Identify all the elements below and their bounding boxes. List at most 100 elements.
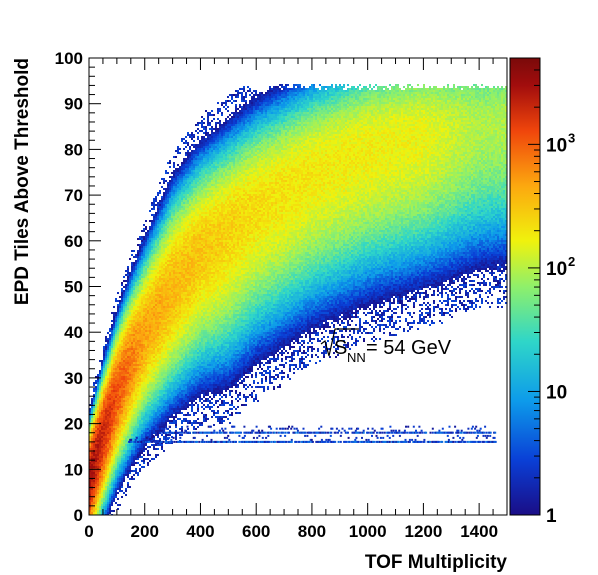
heatmap-cell bbox=[181, 312, 183, 314]
heatmap-cell bbox=[179, 322, 181, 324]
heatmap-cell bbox=[169, 338, 171, 340]
heatmap-cell bbox=[145, 338, 147, 340]
heatmap-cell bbox=[179, 402, 181, 404]
heatmap-cell bbox=[149, 416, 151, 418]
heatmap-cell bbox=[131, 406, 133, 408]
heatmap-cell bbox=[145, 358, 147, 360]
heatmap-cell bbox=[105, 416, 107, 418]
heatmap-cell bbox=[163, 410, 165, 412]
heatmap-cell bbox=[133, 302, 135, 304]
heatmap-cell bbox=[165, 336, 167, 338]
heatmap-cell bbox=[105, 442, 107, 444]
heatmap-cell bbox=[119, 464, 121, 466]
heatmap-cell bbox=[157, 436, 159, 438]
heatmap-cell bbox=[141, 428, 143, 430]
heatmap-cell bbox=[181, 370, 183, 372]
heatmap-cell bbox=[147, 380, 149, 382]
heatmap-cell bbox=[155, 318, 157, 320]
heatmap-cells bbox=[89, 84, 507, 515]
heatmap-cell bbox=[165, 356, 167, 358]
heatmap-cell bbox=[113, 330, 115, 332]
heatmap-cell bbox=[145, 318, 147, 320]
heatmap-cell bbox=[141, 240, 143, 242]
heatmap-cell bbox=[121, 444, 123, 446]
heatmap-cell bbox=[159, 360, 161, 362]
heatmap-cell bbox=[151, 398, 153, 400]
heatmap-cell bbox=[181, 364, 183, 366]
heatmap-cell bbox=[161, 260, 163, 262]
heatmap-cell bbox=[151, 312, 153, 314]
heatmap-cell bbox=[133, 400, 135, 402]
heatmap-cell bbox=[165, 368, 167, 370]
heatmap-cell bbox=[89, 492, 91, 494]
heatmap-cell bbox=[159, 370, 161, 372]
heatmap-cell bbox=[135, 290, 137, 292]
heatmap-cell bbox=[159, 412, 161, 414]
heatmap-cell bbox=[143, 362, 145, 364]
heatmap-cell bbox=[105, 350, 107, 352]
heatmap-cell bbox=[109, 418, 111, 420]
heatmap-cell bbox=[153, 408, 155, 410]
heatmap-cell bbox=[147, 392, 149, 394]
heatmap-cell bbox=[147, 340, 149, 342]
heatmap-cell bbox=[151, 276, 153, 278]
heatmap-cell bbox=[91, 420, 93, 422]
heatmap-cell bbox=[137, 254, 139, 256]
heatmap-cell bbox=[177, 266, 179, 268]
heatmap-cell bbox=[139, 452, 141, 454]
heatmap-cell bbox=[177, 356, 179, 358]
heatmap-cell bbox=[155, 342, 157, 344]
heatmap-cell bbox=[127, 288, 129, 290]
heatmap-cell bbox=[159, 382, 161, 384]
heatmap-cell bbox=[165, 296, 167, 298]
heatmap-cell bbox=[105, 448, 107, 450]
heatmap-cell bbox=[127, 444, 129, 446]
heatmap-cell bbox=[139, 342, 141, 344]
heatmap-cell bbox=[93, 448, 95, 450]
heatmap-cell bbox=[111, 502, 113, 504]
heatmap-cell bbox=[109, 408, 111, 410]
heatmap-cell bbox=[173, 280, 175, 282]
heatmap-cell bbox=[181, 294, 183, 296]
heatmap-cell bbox=[135, 414, 137, 416]
heatmap-cell bbox=[133, 416, 135, 418]
heatmap-cell bbox=[177, 252, 179, 254]
heatmap-cell bbox=[141, 262, 143, 264]
heatmap-cell bbox=[161, 408, 163, 410]
heatmap-cell bbox=[111, 324, 113, 326]
heatmap-cell bbox=[181, 314, 183, 316]
heatmap-cell bbox=[181, 194, 183, 196]
heatmap-cell bbox=[169, 182, 171, 184]
heatmap-cell bbox=[175, 326, 177, 328]
heatmap-cell bbox=[121, 478, 123, 480]
heatmap-cell bbox=[133, 362, 135, 364]
heatmap-cell bbox=[139, 256, 141, 258]
heatmap-cell bbox=[155, 266, 157, 268]
heatmap-cell bbox=[93, 410, 95, 412]
heatmap-cell bbox=[155, 380, 157, 382]
heatmap-cell bbox=[145, 362, 147, 364]
heatmap-cell bbox=[159, 422, 161, 424]
heatmap-cell bbox=[119, 316, 121, 318]
heatmap-cell bbox=[139, 302, 141, 304]
heatmap-cell bbox=[143, 282, 145, 284]
heatmap-cell bbox=[89, 464, 91, 466]
heatmap-cell bbox=[171, 366, 173, 368]
heatmap-cell bbox=[141, 296, 143, 298]
heatmap-cell bbox=[165, 250, 167, 252]
heatmap-cell bbox=[129, 364, 131, 366]
heatmap-cell bbox=[107, 398, 109, 400]
heatmap-cell bbox=[117, 462, 119, 464]
heatmap-cell bbox=[165, 426, 167, 428]
heatmap-cell bbox=[151, 224, 153, 226]
heatmap-cell bbox=[171, 222, 173, 224]
heatmap-cell bbox=[175, 436, 177, 438]
heatmap-cell bbox=[151, 230, 153, 232]
heatmap-cell bbox=[103, 420, 105, 422]
heatmap-cell bbox=[133, 300, 135, 302]
heatmap-cell bbox=[97, 392, 99, 394]
heatmap-cell bbox=[101, 474, 103, 476]
heatmap-cell bbox=[117, 418, 119, 420]
heatmap-cell bbox=[139, 360, 141, 362]
heatmap-cell bbox=[107, 346, 109, 348]
